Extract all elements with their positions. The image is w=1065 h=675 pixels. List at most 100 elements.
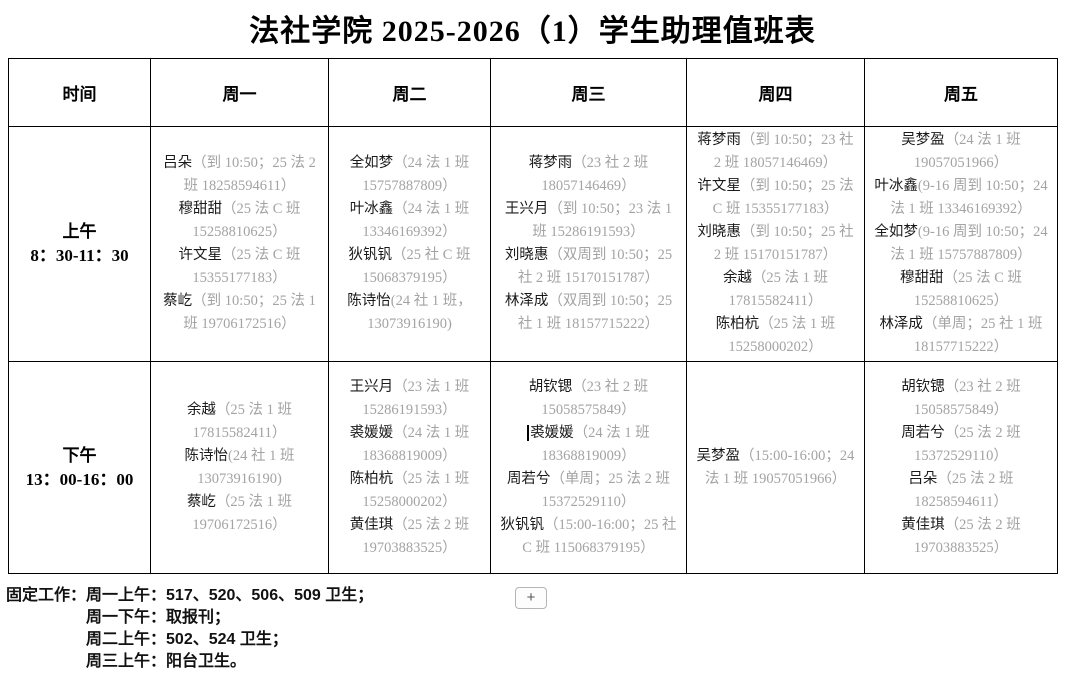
student-name: 陈诗怡 — [347, 293, 391, 309]
duty-cell[interactable]: 余越（25 法 1 班 17815582411） 陈诗怡(24 社 1 班 130… — [150, 361, 329, 574]
student-name: 叶冰鑫 — [349, 201, 394, 217]
student-name: 蔡屹 — [163, 293, 193, 309]
student-name: 陈柏杭 — [349, 470, 394, 487]
entry-detail: （单周；25 法 2 班 15372529110） — [541, 470, 671, 510]
student-name: 蔡屹 — [186, 493, 216, 510]
time-period-label: 下午 — [62, 445, 97, 465]
duty-entry: 吴梦盈（15:00-16:00；24 法 1 班 19057051966） — [692, 445, 859, 491]
entry-detail: （到 10:50；25 法 2 班 18258594611） — [183, 155, 316, 194]
entry-detail: （25 法 1 班 19706172516） — [192, 493, 293, 533]
duty-entry: 狄钒钒（15:00-16:00；25 社 C 班 115068379195） — [496, 514, 681, 560]
header-thursday: 周四 — [686, 58, 865, 127]
duty-cell[interactable]: 胡钦锶（23 社 2 班 15058575849） 周若兮（25 法 2 班 15… — [864, 361, 1058, 574]
student-name: 吕朵 — [163, 155, 193, 171]
duty-entry: 余越（25 法 1 班 17815582411） — [692, 267, 859, 313]
entry-detail: （25 社 C 班 15068379195） — [362, 247, 471, 286]
student-name: 王兴月 — [504, 201, 549, 217]
entry-detail: （24 法 1 班 18368819009） — [362, 424, 470, 464]
notes-label: 固定工作： — [6, 587, 87, 604]
time-range-label: 8：30-11：30 — [30, 246, 129, 265]
entry-detail: （25 法 C 班 15258810625） — [192, 201, 301, 240]
student-name: 林泽成 — [504, 293, 549, 309]
header-tuesday: 周二 — [328, 58, 491, 127]
note-line: 周三上午：阳台卫生。 — [86, 653, 247, 670]
duty-entry: 刘晓惠（双周到 10:50；25 社 2 班 15170151787） — [496, 244, 681, 290]
entry-detail: （15:00-16:00；24 法 1 班 19057051966） — [704, 447, 855, 487]
student-name: 陈诗怡 — [184, 447, 229, 464]
student-name: 蒋梦雨 — [528, 155, 573, 171]
student-name: 陈柏杭 — [715, 316, 760, 332]
entry-detail: （24 法 1 班 13346169392） — [362, 201, 470, 240]
entry-detail: （23 社 2 班 15058575849） — [913, 378, 1021, 418]
entry-detail: （25 法 C 班 15258810625） — [913, 270, 1023, 309]
duty-entry: 穆甜甜（25 法 C 班 15258810625） — [156, 198, 323, 244]
note-line: 周一下午：取报刊； — [86, 609, 231, 626]
duty-entry: 吴梦盈（24 法 1 班 19057051966） — [870, 129, 1052, 175]
student-name: 裘媛媛 — [349, 424, 394, 441]
duty-entry: 蒋梦雨（到 10:50；23 社 2 班 18057146469） — [692, 129, 859, 175]
duty-entry: 叶冰鑫(9-16 周到 10:50；24 法 1 班 13346169392） — [870, 175, 1052, 221]
entry-detail: （25 法 2 班 15372529110） — [914, 424, 1021, 464]
student-name: 许文星 — [697, 178, 741, 194]
duty-cell[interactable]: 吴梦盈（24 法 1 班 19057051966） 叶冰鑫(9-16 周到 10:… — [864, 126, 1058, 362]
duty-cell[interactable]: 吕朵（到 10:50；25 法 2 班 18258594611） 穆甜甜（25 法… — [150, 126, 329, 362]
student-name: 穆甜甜 — [899, 270, 944, 286]
time-range-label: 13：00-16：00 — [25, 469, 134, 489]
duty-cell[interactable]: 王兴月（23 法 1 班 15286191593） 裘媛媛（24 法 1 班 18… — [328, 361, 491, 574]
duty-entry: 全如梦（24 法 1 班 15757887809） — [334, 152, 485, 198]
student-name: 余越 — [186, 401, 216, 418]
duty-cell[interactable]: 吴梦盈（15:00-16:00；24 法 1 班 19057051966） — [686, 361, 865, 574]
table-row: 下午 13：00-16：00 余越（25 法 1 班 17815582411） 陈诗怡… — [8, 361, 1058, 574]
entry-detail: （25 法 2 班 19703883525） — [362, 516, 470, 556]
page-title: 法社学院 2025-2026（1）学生助理值班表 — [249, 15, 816, 48]
entry-detail: （25 法 2 班 19703883525） — [913, 516, 1021, 556]
duty-entry: 陈诗怡(24 社 1 班 13073916190) — [156, 445, 323, 491]
duty-entry: 胡钦锶（23 社 2 班 15058575849） — [496, 376, 681, 422]
duty-entry: 黄佳琪（25 法 2 班 19703883525） — [334, 514, 485, 560]
time-cell: 下午 13：00-16：00 — [8, 361, 151, 574]
insert-row-button[interactable]: + — [515, 587, 547, 609]
entry-detail: （到 10:50；23 法 1 班 15286191593） — [532, 201, 673, 240]
duty-entry: 林泽成（双周到 10:50；25 社 1 班 18157715222） — [496, 290, 681, 336]
duty-entry: 刘晓惠（到 10:50；25 社 2 班 15170151787） — [692, 221, 859, 267]
entry-detail: （单周；25 社 1 班 18157715222） — [913, 316, 1043, 355]
duty-entry: 全如梦(9-16 周到 10:50；24 法 1 班 15757887809） — [870, 221, 1052, 267]
student-name: 周若兮 — [506, 470, 551, 487]
student-name: 黄佳琪 — [349, 516, 394, 533]
student-name: 许文星 — [178, 247, 222, 263]
entry-detail: （24 法 1 班 15757887809） — [362, 155, 470, 194]
duty-entry: 叶冰鑫（24 法 1 班 13346169392） — [334, 198, 485, 244]
duty-cell[interactable]: 蒋梦雨（到 10:50；23 社 2 班 18057146469） 许文星（到 1… — [686, 126, 865, 362]
student-name: 刘晓惠 — [504, 247, 549, 263]
entry-detail: （25 法 C 班 15355177183） — [192, 247, 301, 286]
entry-detail: (24 社 1 班，13073916190) — [367, 293, 472, 332]
entry-detail: （双周到 10:50；25 社 1 班 18157715222） — [517, 293, 673, 332]
student-name: 胡钦锶 — [528, 378, 573, 395]
duty-cell[interactable]: 蒋梦雨（23 社 2 班 18057146469） 王兴月（到 10:50；23 … — [490, 126, 687, 362]
table-row: 上午 8：30-11：30 吕朵（到 10:50；25 法 2 班 18258594… — [8, 126, 1058, 362]
duty-entry: 许文星（到 10:50；25 法 C 班 15355177183） — [692, 175, 859, 221]
duty-entry: 王兴月（到 10:50；23 法 1 班 15286191593） — [496, 198, 681, 244]
entry-detail: （到 10:50；25 社 2 班 15170151787） — [713, 224, 854, 263]
duty-entry: 陈柏杭（25 法 1 班 15258000202） — [334, 468, 485, 514]
entry-detail: （23 社 2 班 18057146469） — [541, 155, 649, 194]
duty-entry: 胡钦锶（23 社 2 班 15058575849） — [870, 376, 1052, 422]
entry-detail: (24 社 1 班 13073916190) — [197, 447, 295, 487]
duty-entry: 裘媛媛（24 法 1 班 18368819009） — [334, 422, 485, 468]
student-name: 刘晓惠 — [697, 224, 741, 240]
duty-cell[interactable]: 胡钦锶（23 社 2 班 15058575849） 裘媛媛（24 法 1 班 18… — [490, 361, 687, 574]
student-name: 蒋梦雨 — [697, 132, 741, 148]
time-cell: 上午 8：30-11：30 — [8, 126, 151, 362]
duty-entry: 周若兮（25 法 2 班 15372529110） — [870, 422, 1052, 468]
entry-detail: （24 法 1 班 18368819009） — [541, 424, 650, 464]
student-name: 余越 — [722, 270, 752, 286]
note-line: 周一上午：517、520、506、509 卫生； — [86, 587, 374, 604]
duty-entry: 余越（25 法 1 班 17815582411） — [156, 399, 323, 445]
duty-entry: 周若兮（单周；25 法 2 班 15372529110） — [496, 468, 681, 514]
student-name: 裘媛媛 — [530, 424, 574, 441]
entry-detail: （到 10:50；25 法 1 班 19706172516） — [183, 293, 316, 332]
duty-entry: 许文星（25 法 C 班 15355177183） — [156, 244, 323, 290]
duty-cell[interactable]: 全如梦（24 法 1 班 15757887809） 叶冰鑫（24 法 1 班 13… — [328, 126, 491, 362]
entry-detail: （23 法 1 班 15286191593） — [362, 378, 470, 418]
duty-entry: 蔡屹（到 10:50；25 法 1 班 19706172516） — [156, 290, 323, 336]
